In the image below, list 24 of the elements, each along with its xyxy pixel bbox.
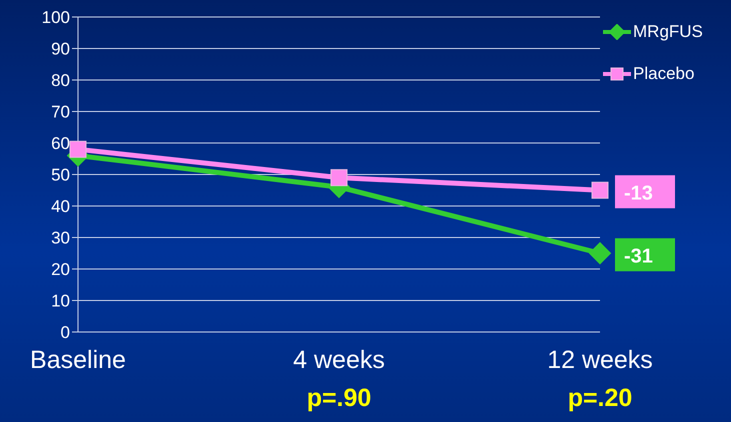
y-tick-label: 30 bbox=[51, 228, 70, 248]
x-tick-label: Baseline bbox=[30, 346, 126, 374]
y-tick-label: 40 bbox=[51, 197, 70, 216]
annotation: -31 bbox=[624, 245, 653, 268]
y-tick-label: 10 bbox=[51, 292, 70, 311]
legend-label: MRgFUS bbox=[633, 22, 703, 42]
y-tick-label: 50 bbox=[51, 166, 70, 185]
point bbox=[592, 182, 608, 199]
point bbox=[588, 242, 612, 264]
text: p=.90 bbox=[306, 384, 372, 412]
legend-label: Placebo bbox=[633, 64, 694, 84]
text: p=.20 bbox=[568, 384, 632, 412]
y-tick-label: 0 bbox=[60, 323, 70, 342]
annotation: -13 bbox=[624, 182, 653, 204]
x-tick-label: 12 weeks bbox=[547, 346, 653, 374]
y-tick-label: 20 bbox=[51, 260, 70, 280]
y-tick-label: 70 bbox=[51, 102, 70, 122]
point bbox=[70, 140, 86, 158]
x-tick-label: 4 weeks bbox=[293, 346, 385, 374]
y-tick-label: 80 bbox=[51, 71, 70, 90]
y-tick-label: 100 bbox=[42, 8, 70, 28]
point bbox=[330, 169, 348, 186]
y-tick-label: 90 bbox=[51, 40, 70, 59]
y-tick-label: 60 bbox=[51, 134, 70, 154]
